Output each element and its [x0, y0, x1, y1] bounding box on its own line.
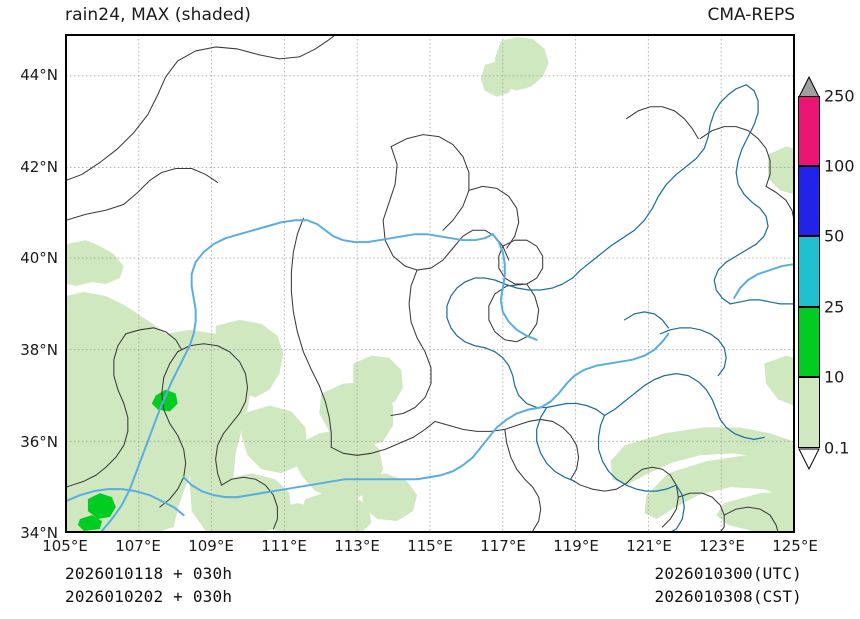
footer-valid-time-cst: 2026010308(CST)	[654, 587, 802, 606]
x-tick-119E: 119°E	[553, 537, 599, 555]
colorbar-labels: 250 100 50 25 10 0.1	[820, 87, 860, 458]
colorbar-segment-25-50[interactable]	[798, 236, 820, 307]
map-canvas	[66, 35, 794, 532]
x-tick-107E: 107°E	[115, 537, 161, 555]
map-svg	[66, 35, 794, 532]
colorbar[interactable]	[798, 76, 820, 470]
y-tick-36N: 36°N	[20, 433, 58, 451]
y-tick-40N: 40°N	[20, 249, 58, 267]
colorbar-segment-100-250[interactable]	[798, 96, 820, 166]
x-tick-105E: 105°E	[42, 537, 88, 555]
colorbar-segment-10-25[interactable]	[798, 307, 820, 377]
y-tick-44N: 44°N	[20, 66, 58, 84]
y-axis-labels: 44°N 42°N 40°N 38°N 36°N 34°N	[0, 34, 58, 542]
model-label: CMA-REPS	[707, 5, 795, 25]
coastline	[446, 84, 794, 532]
y-tick-42N: 42°N	[20, 158, 58, 176]
x-axis-labels: 105°E 107°E 109°E 111°E 113°E 115°E 117°…	[42, 537, 818, 559]
colorbar-under-arrow	[798, 448, 820, 470]
colorbar-label-0.1: 0.1	[824, 438, 850, 458]
y-tick-34N: 34°N	[20, 524, 58, 542]
page-title: rain24, MAX (shaded)	[65, 5, 252, 25]
y-tick-38N: 38°N	[20, 341, 58, 359]
x-tick-111E: 111°E	[261, 537, 307, 555]
colorbar-segment-50-100[interactable]	[798, 166, 820, 236]
colorbar-label-10: 10	[824, 367, 845, 387]
shading-level-10-25	[77, 389, 178, 532]
colorbar-over-arrow	[798, 76, 820, 98]
x-tick-125E: 125°E	[772, 537, 818, 555]
x-tick-109E: 109°E	[188, 537, 234, 555]
colorbar-label-50: 50	[824, 226, 845, 246]
footer-valid-time-utc: 2026010300(UTC)	[654, 564, 802, 583]
x-tick-113E: 113°E	[334, 537, 380, 555]
x-tick-121E: 121°E	[626, 537, 672, 555]
colorbar-label-25: 25	[824, 297, 845, 317]
colorbar-segment-0.1-10[interactable]	[798, 377, 820, 448]
footer-init-time-utc: 2026010118 + 030h	[65, 564, 233, 583]
x-tick-115E: 115°E	[407, 537, 453, 555]
administrative-boundaries	[66, 35, 794, 532]
map-plot-area[interactable]	[65, 34, 795, 533]
x-tick-117E: 117°E	[480, 537, 526, 555]
map-border	[66, 35, 794, 532]
colorbar-label-100: 100	[824, 156, 855, 176]
river-yellow-river	[66, 219, 794, 532]
footer-init-time-cst: 2026010202 + 030h	[65, 587, 233, 606]
colorbar-label-250: 250	[824, 86, 855, 106]
map-gridlines	[66, 35, 794, 532]
x-tick-123E: 123°E	[699, 537, 745, 555]
